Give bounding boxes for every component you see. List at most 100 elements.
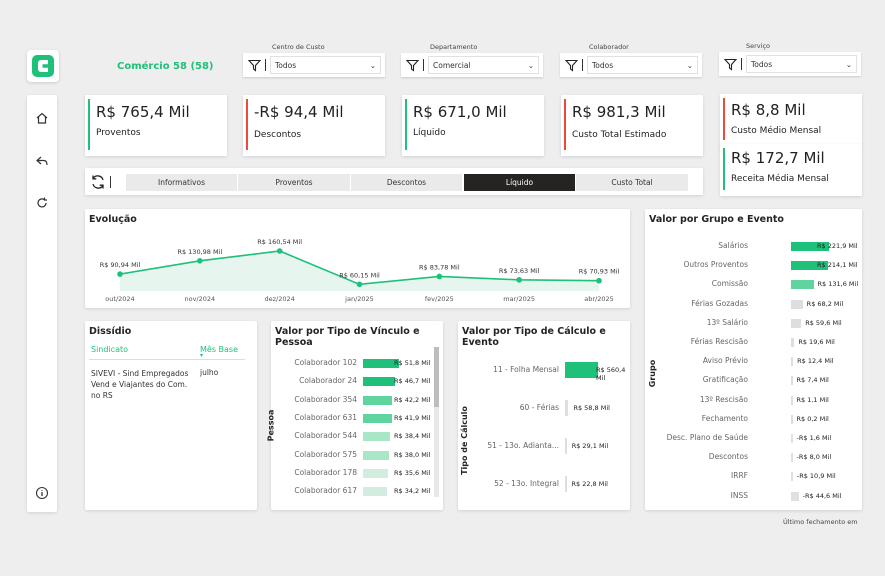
kpi-label: Custo Médio Mensal [731, 126, 822, 136]
evolucao-x-tick: fev/2025 [425, 295, 454, 303]
info-icon[interactable] [33, 484, 51, 502]
filter-label-departamento: Departamento [430, 43, 478, 51]
bar[interactable] [363, 413, 393, 423]
bar[interactable] [791, 261, 828, 271]
tab-descontos[interactable]: Descontos [351, 174, 462, 191]
evolucao-point [436, 273, 443, 280]
bar[interactable] [565, 476, 567, 492]
bar-category-label: Férias Gozadas [691, 298, 748, 308]
evolucao-point [516, 277, 522, 283]
sort-down-icon: ▾ [200, 352, 204, 359]
calculo-card: Valor por Tipo de Cálculo e Evento Tipo … [458, 321, 630, 510]
bar[interactable] [791, 414, 793, 424]
evolucao-data-label: R$ 160,54 Mil [257, 238, 302, 246]
bar-data-label: -R$ 1,6 Mil [796, 434, 832, 442]
bar-category-label: Descontos [708, 452, 748, 462]
evolucao-point [276, 248, 283, 254]
dissidio-col-mes-base[interactable]: Mês Base [200, 345, 239, 354]
bar[interactable] [363, 395, 393, 405]
vinculo-card: Valor por Tipo de Vínculo e Pessoa Pesso… [266, 321, 443, 510]
bar-category-label: Férias Rescisão [690, 337, 748, 346]
bar-category-label: Colaborador 178 [294, 467, 357, 477]
bar-data-label: R$ 58,8 Mil [573, 404, 610, 412]
back-icon[interactable] [33, 152, 51, 170]
bar[interactable] [791, 242, 829, 251]
bar-data-label: R$ 221,9 Mil [817, 242, 858, 250]
company-name: Comércio 58 (58) [117, 61, 214, 72]
bar-category-label: Colaborador 102 [294, 358, 357, 367]
bar[interactable] [363, 359, 399, 368]
bar[interactable] [363, 432, 390, 442]
bar[interactable] [791, 280, 814, 290]
bar-category-label: Desc. Plano de Saúde [666, 433, 748, 442]
bar[interactable] [791, 472, 793, 482]
kpi-label: Descontos [254, 130, 302, 140]
bar-data-label: R$ 29,1 Mil [571, 442, 609, 450]
evolucao-point [596, 277, 602, 284]
kpi-value: -R$ 94,4 Mil [254, 103, 344, 121]
filter-select-servico[interactable]: Todos ⌄ [746, 55, 857, 73]
dissidio-col-sindicato[interactable]: Sindicato [91, 345, 129, 354]
tab-informativos[interactable]: Informativos [126, 174, 237, 191]
filter-departamento[interactable]: Comercial ⌄ [401, 53, 543, 77]
tab-bar: Informativos Proventos Descontos Líquido… [85, 168, 703, 195]
bar-category-label: Colaborador 354 [294, 394, 357, 404]
bar[interactable] [363, 450, 390, 460]
bar[interactable] [791, 299, 803, 309]
logo-icon [32, 55, 54, 77]
bar[interactable] [791, 491, 799, 501]
filter-select-departamento[interactable]: Comercial ⌄ [428, 56, 539, 74]
bar[interactable] [363, 377, 396, 387]
bar[interactable] [565, 400, 569, 416]
bar[interactable] [791, 453, 793, 463]
bar-category-label: Colaborador 24 [299, 376, 357, 386]
bar-category-label: Aviso Prévio [702, 356, 748, 366]
bar[interactable] [791, 376, 793, 386]
kpi-custo-total: R$ 981,3 Mil Custo Total Estimado [561, 95, 703, 156]
filter-colaborador[interactable]: Todos ⌄ [560, 53, 702, 77]
bar-data-label: R$ 12,4 Mil [797, 357, 834, 366]
evolucao-point [356, 281, 363, 288]
bar-category-label: 13º Rescisão [699, 394, 748, 404]
bar-data-label: R$ 68,2 Mil [806, 299, 844, 308]
evolucao-x-tick: out/2024 [105, 295, 134, 303]
reset-icon[interactable] [33, 194, 51, 212]
bar-data-label: R$ 0,2 Mil [796, 414, 829, 423]
refresh-icon[interactable] [89, 173, 107, 191]
bar-data-label: -R$ 44,6 Mil [802, 491, 842, 500]
filter-centro-custo[interactable]: Todos ⌄ [243, 53, 385, 77]
filter-select-colaborador[interactable]: Todos ⌄ [587, 56, 698, 74]
tab-proventos[interactable]: Proventos [238, 174, 350, 191]
bar[interactable] [791, 318, 802, 328]
tab-liquido[interactable]: Líquido [464, 174, 575, 191]
bar-data-label: R$ 38,4 Mil [394, 432, 431, 441]
side-nav [27, 95, 57, 512]
bar[interactable] [363, 468, 388, 478]
bar-category-label: INSS [730, 490, 748, 500]
filter-select-centro[interactable]: Todos ⌄ [270, 56, 381, 74]
bar[interactable] [363, 487, 387, 497]
funnel-icon [560, 53, 582, 77]
dissidio-title: Dissídio [89, 326, 132, 337]
scrollbar-thumb[interactable] [434, 347, 439, 407]
filter-servico[interactable]: Todos ⌄ [719, 52, 861, 76]
home-icon[interactable] [33, 109, 51, 127]
bar-category-label: Gratificação [702, 375, 748, 385]
bar-category-label: 52 - 13o. Integral [494, 479, 559, 488]
app-logo[interactable] [27, 50, 59, 82]
dissidio-card: Dissídio Sindicato Mês Base ▾ SIVEVI - S… [85, 321, 257, 510]
bar-category-label: Outros Proventos [683, 260, 748, 270]
bar[interactable] [565, 362, 598, 378]
bar[interactable] [791, 434, 793, 443]
bar[interactable] [791, 357, 794, 367]
bar[interactable] [791, 338, 795, 347]
bar[interactable] [565, 438, 567, 454]
scrollbar-track[interactable] [434, 347, 439, 497]
tab-custo-total[interactable]: Custo Total [576, 174, 688, 191]
bar-data-label: R$ 131,6 Mil [817, 280, 859, 289]
bar-category-label: 60 - Férias [519, 403, 559, 412]
dissidio-mes-base-cell: julho [200, 368, 219, 377]
bar[interactable] [791, 395, 793, 405]
kpi-value: R$ 671,0 Mil [413, 103, 507, 121]
kpi-value: R$ 981,3 Mil [572, 103, 666, 121]
